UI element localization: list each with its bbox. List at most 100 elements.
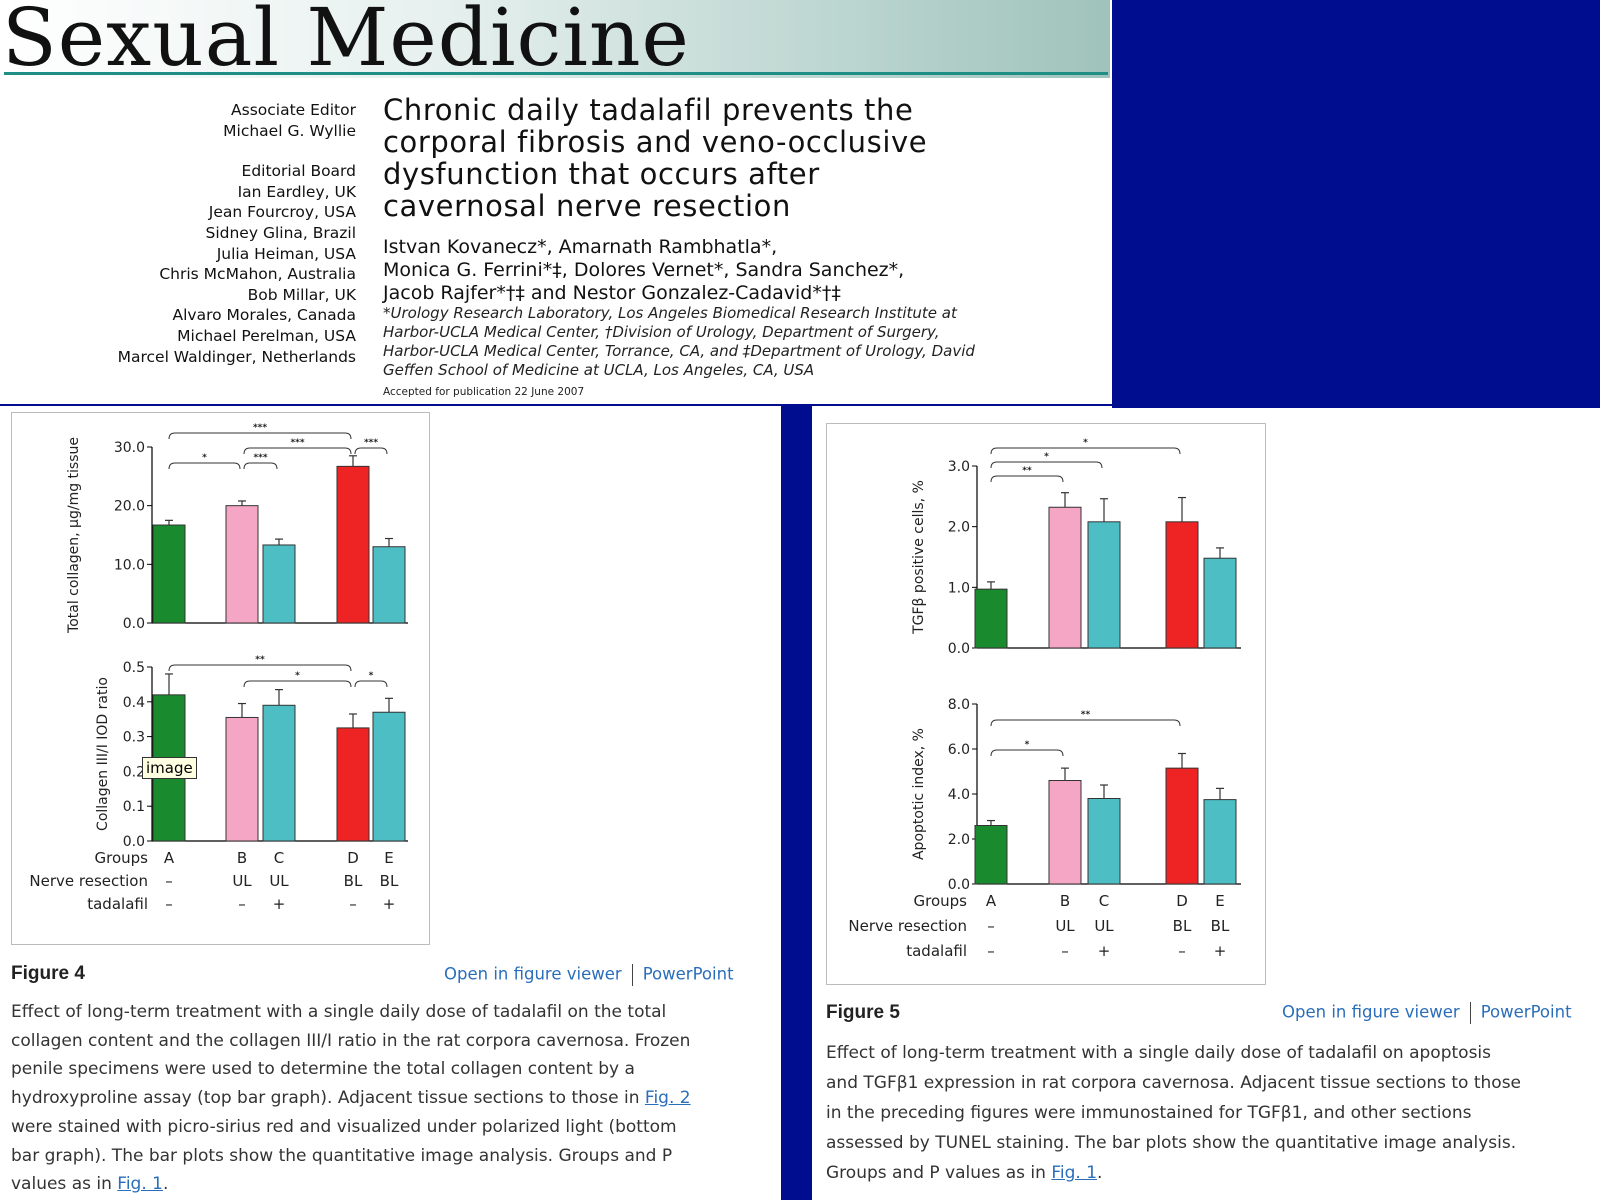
group-row-value: BL (344, 872, 363, 890)
caption-line: values as in Fig. 1. (11, 1174, 169, 1195)
y-tick-label: 30.0 (114, 440, 145, 456)
y-tick-label: 0.2 (123, 764, 145, 780)
chart-panel-fig4_bottom: 0.0 0.1 0.2 0.3 0.4 0.5 Collagen III/I IOD rat… (29, 655, 408, 913)
editor-line: Michael G. Wyllie (223, 121, 356, 140)
open-in-figure-viewer-link[interactable]: Open in figure viewer (444, 964, 622, 984)
group-row-value: – (987, 942, 995, 960)
paper-title-line: cavernosal nerve resection (383, 189, 791, 223)
group-row-value: E (1215, 892, 1224, 910)
navy-panel-middle (781, 406, 812, 1200)
y-tick-label: 0.0 (948, 641, 970, 657)
caption-line: in the preceding figures were immunostai… (826, 1103, 1472, 1123)
fig-1-link[interactable]: Fig. 1 (117, 1174, 163, 1195)
figure-4-links: Open in figure viewer PowerPoint (444, 964, 734, 986)
significance-bracket (990, 475, 1064, 483)
author-line: Istvan Kovanecz*, Amarnath Rambhatla*, (383, 236, 778, 258)
figure-4-image[interactable]: 0.0 10.0 20.0 30.0 Total collagen, µg/mg tis… (11, 412, 430, 945)
fig-1-link[interactable]: Fig. 1 (1051, 1163, 1098, 1183)
affiliation-line: Harbor-UCLA Medical Center, †Division of… (383, 323, 940, 341)
group-row-value: B (237, 849, 247, 867)
group-row-value: + (1214, 942, 1227, 960)
y-tick-label: 0.4 (123, 695, 145, 711)
significance-bracket (990, 749, 1064, 757)
bar-B (225, 505, 259, 624)
group-row-value: UL (269, 872, 289, 890)
editorial-board-list: Associate Editor Michael G. Wyllie Editori… (20, 100, 356, 367)
y-tick-label: 4.0 (948, 787, 970, 803)
significance-label: * (1044, 452, 1049, 462)
bar-E (372, 711, 406, 842)
significance-label: ** (255, 655, 265, 665)
editor-line: Ian Eardley, UK (237, 182, 356, 201)
group-row-value: C (1099, 892, 1109, 910)
bar-A (974, 588, 1008, 649)
link-separator (631, 964, 633, 986)
group-row-value: – (349, 895, 357, 913)
significance-bracket (168, 432, 352, 440)
significance-bracket (990, 719, 1181, 727)
group-row-value: – (1178, 942, 1186, 960)
y-tick-label: 1.0 (948, 580, 970, 596)
group-row-value: – (238, 895, 246, 913)
header-divider (0, 404, 1600, 406)
figure-5-links: Open in figure viewer PowerPoint (1282, 1002, 1572, 1024)
significance-bracket (990, 447, 1181, 455)
caption-line: penile specimens were used to determine … (11, 1059, 635, 1080)
caption-line: hydroxyproline assay (top bar graph). Ad… (11, 1088, 691, 1109)
affiliation-line: Harbor-UCLA Medical Center, Torrance, CA… (383, 342, 975, 360)
author-line: Monica G. Ferrini*‡, Dolores Vernet*, Sa… (383, 259, 905, 281)
bar-D (336, 465, 370, 624)
significance-label: *** (253, 423, 267, 433)
image-tooltip: image (142, 757, 197, 779)
editor-line: Associate Editor (231, 101, 356, 119)
group-row-value: D (1176, 892, 1188, 910)
group-row-value: BL (380, 872, 399, 890)
author-line: Jacob Rajfer*†‡ and Nestor Gonzalez-Cada… (383, 282, 841, 304)
bar-A (974, 825, 1008, 885)
significance-label: ** (1022, 466, 1032, 476)
bar-B (1048, 780, 1082, 885)
significance-label: * (1083, 438, 1088, 448)
group-row-value: UL (232, 872, 252, 890)
group-row-value: UL (1094, 917, 1114, 935)
fig-2-link[interactable]: Fig. 2 (644, 1088, 691, 1109)
paper-title-line: corporal fibrosis and veno-occlusive (383, 125, 928, 159)
significance-label: *** (290, 438, 304, 448)
significance-label: *** (364, 438, 378, 448)
y-tick-label: 0.3 (123, 730, 145, 746)
journal-title-rule (4, 72, 1108, 75)
group-row-value: – (1061, 942, 1069, 960)
significance-bracket (243, 680, 352, 688)
y-tick-label: 3.0 (948, 459, 970, 475)
bar-C (262, 704, 296, 842)
editor-line: Bob Millar, UK (247, 285, 356, 304)
accepted-date: Accepted for publication 22 June 2007 (383, 386, 585, 398)
group-row-value: D (347, 849, 359, 867)
group-row-value: C (274, 849, 284, 867)
powerpoint-link[interactable]: PowerPoint (642, 964, 734, 984)
chart-panel-fig4_top: 0.0 10.0 20.0 30.0 Total collagen, µg/mg tis… (66, 423, 408, 634)
group-row-label: tadalafil (906, 942, 967, 960)
caption-line: were stained with picro-sirius red and v… (11, 1116, 677, 1137)
significance-bracket (354, 447, 388, 455)
open-in-figure-viewer-link[interactable]: Open in figure viewer (1282, 1002, 1460, 1022)
bar-C (1087, 798, 1121, 885)
group-row-value: E (384, 849, 393, 867)
editor-line: Alvaro Morales, Canada (172, 306, 356, 325)
y-tick-label: 0.1 (123, 799, 145, 815)
group-row-value: B (1060, 892, 1070, 910)
bar-A (152, 524, 186, 624)
significance-label: ** (1081, 710, 1091, 720)
group-row-value: UL (1055, 917, 1075, 935)
bar-E (372, 546, 406, 624)
y-axis-label: Collagen III/I IOD ratio (95, 677, 111, 831)
figure-5-image[interactable]: 0.0 1.0 2.0 3.0 TGFβ positive cells, % * * ** 0.… (826, 423, 1266, 985)
significance-bracket (990, 461, 1103, 469)
significance-label: *** (253, 453, 267, 463)
bar-D (336, 727, 370, 842)
affiliations: *Urology Research Laboratory, Los Angele… (383, 304, 1111, 380)
powerpoint-link[interactable]: PowerPoint (1480, 1002, 1572, 1022)
group-row-value: BL (1211, 917, 1230, 935)
paper-title-line: Chronic daily tadalafil prevents the (383, 93, 914, 127)
